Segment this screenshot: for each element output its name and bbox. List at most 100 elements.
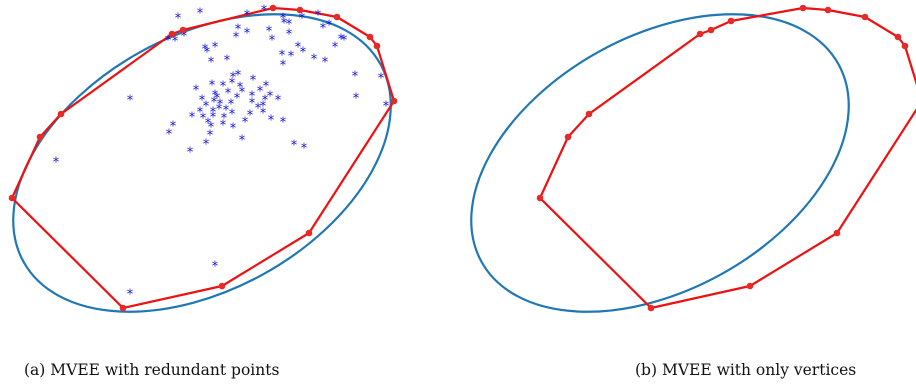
data-point-marker: * [269, 34, 276, 49]
hull-vertex-dot [564, 133, 572, 141]
data-point-marker: * [170, 120, 177, 135]
data-point-marker: * [210, 106, 217, 121]
data-point-marker: * [260, 107, 267, 122]
data-point-marker: * [220, 80, 227, 95]
data-point-marker: * [267, 90, 274, 105]
data-points-group: * * * *** * * ******* ** ***** * ** ***** * ** *** * ***… [53, 4, 390, 303]
data-point-marker: * [260, 100, 267, 115]
data-point-marker: * [286, 18, 293, 33]
data-point-marker: * [378, 72, 385, 87]
data-point-marker: * [235, 69, 242, 84]
data-point-marker: * [166, 128, 173, 143]
hull-vertex-dot [536, 194, 544, 202]
hull-vertex-dot [168, 30, 176, 38]
data-point-marker: * [332, 41, 339, 56]
hull-vertex-dot [373, 42, 381, 50]
panel-b-plot [470, 4, 916, 313]
data-point-marker: * [165, 34, 172, 49]
hull-vertex-dot [119, 304, 127, 312]
data-point-marker: * [255, 102, 262, 117]
data-point-marker: * [212, 41, 219, 56]
mvee-ellipse [470, 13, 850, 313]
data-point-marker: * [261, 4, 268, 19]
caption-panel-a: (a) MVEE with redundant points [24, 361, 280, 379]
data-point-marker: * [189, 111, 196, 126]
mvee-ellipse [12, 13, 392, 313]
data-point-marker: * [239, 134, 246, 149]
hull-vertex-dot [727, 17, 735, 25]
data-point-marker: * [280, 59, 287, 74]
panel-a-mvee-redundant: * * * * * * * * * * * * * * * * * * * * * * * * * * * * * * * * * * * * * * * *… [0, 0, 458, 340]
data-point-marker: * [199, 94, 206, 109]
hull-vertex-dot [696, 30, 704, 38]
data-point-marker: * [244, 27, 251, 42]
data-point-marker: * [187, 146, 194, 161]
data-point-marker: * [214, 92, 221, 107]
data-point-marker: * [299, 12, 306, 27]
hull-vertices-group [536, 4, 909, 312]
hull-vertex-dot [333, 13, 341, 21]
data-point-marker: * [223, 104, 230, 119]
data-point-marker: * [181, 30, 188, 45]
hull-vertices-group [8, 4, 398, 312]
data-point-marker: * [224, 54, 231, 69]
data-point-marker: * [208, 121, 215, 136]
data-point-marker: * [211, 96, 218, 111]
data-point-marker: * [212, 89, 219, 104]
data-point-marker: * [127, 94, 134, 109]
hull-vertex-dot [296, 6, 304, 14]
data-point-marker: * [280, 116, 287, 131]
data-point-marker: * [203, 138, 210, 153]
data-point-marker: * [295, 41, 302, 56]
data-point-marker: * [247, 109, 254, 124]
hull-vertex-dot [8, 194, 16, 202]
hull-vertex-dot [269, 4, 277, 12]
data-point-marker: * [175, 12, 182, 27]
data-point-marker: * [244, 9, 251, 24]
hull-vertex-dot [861, 13, 869, 21]
hull-vertex-dot [390, 97, 398, 105]
data-point-marker: * [225, 87, 232, 102]
data-point-marker: * [326, 19, 333, 34]
data-point-marker: * [216, 103, 223, 118]
hull-vertex-dot [36, 133, 44, 141]
hull-vertex-dot [894, 33, 902, 41]
data-point-marker: * [279, 49, 286, 64]
data-point-marker: * [207, 129, 214, 144]
data-point-marker: * [228, 98, 235, 113]
hull-vertex-dot [305, 229, 313, 237]
hull-vertex-dot [218, 282, 226, 290]
data-point-marker: * [217, 98, 224, 113]
data-point-marker: * [200, 112, 207, 127]
data-point-marker: * [230, 71, 237, 86]
panel-b-mvee-vertices [458, 0, 916, 340]
caption-panel-b: (b) MVEE with only vertices [635, 361, 857, 379]
data-point-marker: * [352, 70, 359, 85]
data-point-marker: * [341, 34, 348, 49]
data-point-marker: * [288, 50, 295, 65]
data-point-marker: * [320, 22, 327, 37]
data-point-marker: * [275, 94, 282, 109]
data-point-marker: * [280, 12, 287, 27]
data-point-marker: * [239, 86, 246, 101]
data-point-marker: * [230, 122, 237, 137]
data-point-marker: * [322, 56, 329, 71]
data-point-marker: * [210, 111, 217, 126]
hull-vertex-dot [824, 6, 832, 14]
data-point-marker: * [233, 31, 240, 46]
data-point-marker: * [202, 43, 209, 58]
data-point-marker: * [315, 9, 322, 24]
data-point-marker: * [311, 53, 318, 68]
data-point-marker: * [172, 35, 179, 50]
data-point-marker: * [266, 25, 273, 40]
data-point-marker: * [262, 94, 269, 109]
data-point-marker: * [229, 108, 236, 123]
data-point-marker: * [197, 7, 204, 22]
data-point-marker: * [209, 79, 216, 94]
data-point-marker: * [235, 23, 242, 38]
data-point-marker: * [221, 112, 228, 127]
data-point-marker: * [53, 156, 60, 171]
data-point-marker: * [204, 46, 211, 61]
data-point-marker: * [197, 106, 204, 121]
data-point-marker: * [249, 97, 256, 112]
